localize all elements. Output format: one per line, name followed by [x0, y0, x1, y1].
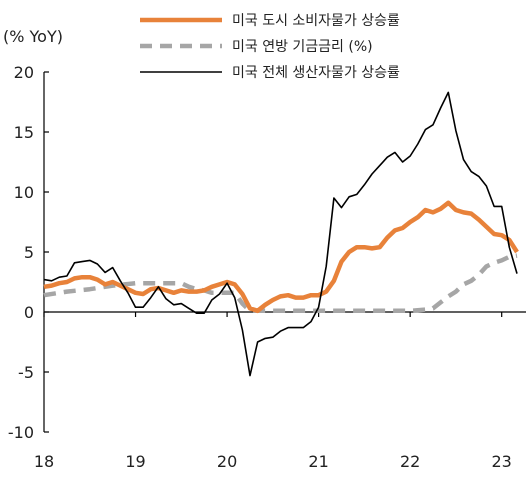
y-tick-label: 5 [24, 243, 34, 262]
series-layer [43, 91, 519, 377]
y-tick-label: 15 [14, 123, 34, 142]
x-tick-label: 22 [400, 452, 420, 471]
y-tick-label: 10 [14, 183, 34, 202]
series-line-ppi [43, 91, 518, 377]
y-unit-label: (% YoY) [3, 27, 63, 46]
legend-label-ppi: 미국 전체 생산자물가 상승률 [232, 65, 400, 81]
x-tick-label: 20 [217, 452, 237, 471]
y-tick-label: 0 [24, 303, 34, 322]
y-tick-label: -5 [18, 363, 34, 382]
series-line-cpi [43, 200, 519, 314]
legend: 미국 도시 소비자물가 상승률 미국 연방 기금금리 (%) 미국 전체 생산자… [140, 13, 400, 81]
x-tick-label: 18 [34, 452, 54, 471]
y-tick-label: -10 [8, 423, 34, 442]
legend-label-cpi: 미국 도시 소비자물가 상승률 [232, 13, 400, 29]
x-tick-label: 21 [308, 452, 328, 471]
x-tick-label: 23 [492, 452, 512, 471]
y-tick-label: 20 [14, 63, 34, 82]
series-line-fed-funds [43, 253, 518, 314]
x-tick-label: 19 [125, 452, 145, 471]
y-axis: 20 15 10 5 0 -5 -10 [8, 63, 49, 442]
x-axis: 18 19 20 21 22 23 [34, 311, 526, 471]
legend-label-fed-funds: 미국 연방 기금금리 (%) [232, 39, 373, 55]
